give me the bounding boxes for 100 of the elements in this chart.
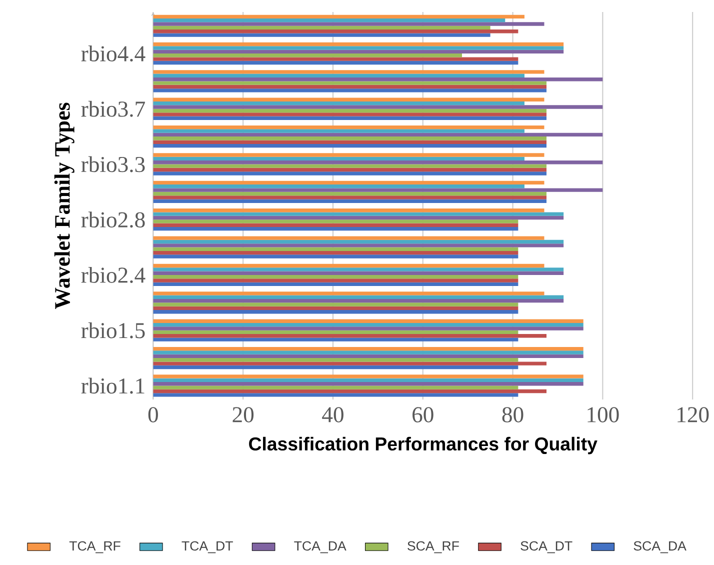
bar [153, 247, 518, 251]
bar [153, 171, 546, 176]
y-tick-label: rbio1.1 [81, 378, 144, 394]
bar [153, 264, 544, 268]
y-tick-label: rbio3.7 [81, 100, 145, 117]
bar [153, 22, 544, 26]
bar [153, 156, 524, 160]
x-tick-label: 40 [322, 406, 344, 422]
x-tick-label: 20 [232, 406, 254, 422]
bar [153, 240, 564, 244]
legend-label: TCA_RF [69, 541, 120, 553]
bar [153, 180, 544, 184]
bar [153, 365, 518, 369]
x-tick-label: 80 [502, 406, 524, 422]
bar [153, 386, 518, 390]
bar [153, 334, 546, 338]
bar [153, 362, 546, 366]
bar [153, 70, 544, 74]
bar [153, 164, 546, 168]
bar [153, 84, 546, 88]
bar [153, 74, 524, 78]
legend-label: TCA_DT [182, 541, 233, 553]
bar [153, 236, 544, 240]
bar [153, 88, 546, 92]
bar [153, 132, 603, 136]
bar [153, 295, 564, 299]
bar [153, 46, 564, 50]
bar [153, 104, 603, 109]
bar [153, 60, 518, 64]
y-tick-label: rbio1.5 [81, 322, 145, 338]
x-tick-label: 60 [412, 406, 434, 422]
bar [153, 136, 546, 140]
bar [153, 125, 544, 129]
legend-label: SCA_DA [634, 541, 686, 553]
bar [153, 184, 524, 188]
y-tick-label: rbio4.4 [81, 45, 146, 62]
bar [153, 98, 544, 102]
y-axis-title: Wavelet Family Types [54, 102, 74, 309]
bar [153, 392, 518, 397]
bar [153, 358, 518, 362]
bar [153, 152, 544, 157]
x-tick-label: 120 [678, 406, 709, 422]
legend-label: SCA_DT [520, 541, 572, 553]
bar [153, 389, 546, 393]
bar [153, 226, 518, 230]
bar [153, 101, 524, 105]
bar [153, 42, 564, 46]
bar [153, 223, 518, 227]
bar [153, 77, 603, 81]
bar [153, 168, 546, 172]
bar [153, 188, 603, 192]
bar [153, 374, 584, 378]
bar [153, 322, 584, 326]
bar [153, 330, 518, 334]
bar [153, 26, 490, 30]
legend-label: SCA_RF [408, 541, 459, 553]
bar [153, 57, 518, 61]
bar [153, 18, 506, 22]
bar [153, 144, 546, 148]
x-tick-label: 100 [588, 406, 619, 422]
bar [153, 298, 564, 302]
bar [153, 254, 518, 258]
bar [153, 350, 584, 354]
bar [153, 274, 518, 278]
bar [153, 116, 546, 120]
bar [153, 192, 546, 196]
y-tick-label: rbio2.4 [81, 266, 146, 283]
bar [153, 302, 518, 306]
bar [153, 243, 564, 248]
bar [153, 282, 518, 286]
bar [153, 306, 518, 310]
bar [153, 278, 518, 282]
bar [153, 29, 518, 34]
bar [153, 160, 603, 164]
bar [153, 291, 544, 296]
bar [153, 33, 490, 37]
bar [153, 208, 544, 212]
bar [153, 250, 518, 254]
bar [153, 216, 564, 220]
legend-label: TCA_DA [294, 541, 346, 553]
y-tick-label: rbio3.3 [81, 156, 145, 172]
x-axis-title: Classification Performances for Quality [249, 436, 598, 454]
bar [153, 338, 518, 342]
bar [153, 271, 564, 275]
bar [153, 219, 518, 224]
bar [153, 53, 462, 58]
bar [153, 81, 546, 85]
bar [153, 378, 584, 382]
bar [153, 326, 584, 330]
y-tick-label: rbio2.8 [81, 211, 145, 228]
bar [153, 128, 524, 133]
bar [153, 212, 564, 216]
bar [153, 310, 518, 314]
bar [153, 354, 584, 358]
bar [153, 140, 546, 144]
bar [153, 346, 584, 350]
x-tick-label: 0 [148, 406, 158, 422]
bar [153, 112, 546, 116]
bar [153, 50, 564, 54]
bar [153, 108, 546, 112]
